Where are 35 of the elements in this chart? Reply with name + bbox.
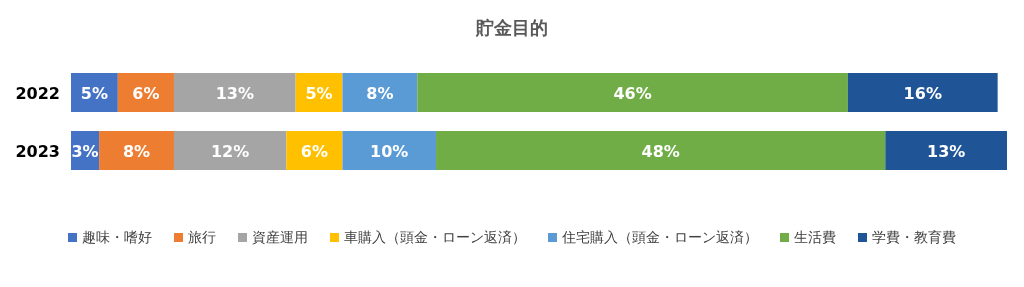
bar — [99, 131, 174, 170]
bar — [173, 131, 287, 170]
data-label: 16% — [903, 83, 942, 103]
bar — [847, 73, 998, 112]
bar — [885, 131, 1007, 170]
data-label: 6% — [132, 83, 160, 103]
chart-title: 貯金目的 — [475, 17, 548, 38]
bar — [417, 73, 848, 112]
bar — [436, 131, 886, 170]
data-label: 5% — [305, 83, 333, 103]
legend-label: 車購入（頭金・ローン返済） — [344, 229, 526, 245]
data-label: 5% — [80, 83, 108, 103]
data-label: 46% — [613, 83, 652, 103]
legend-label: 住宅購入（頭金・ローン返済） — [561, 229, 758, 245]
bar — [286, 131, 343, 170]
bar — [117, 73, 174, 112]
data-label: 8% — [122, 141, 151, 161]
legend-label: 趣味・嗜好 — [82, 229, 152, 245]
bar — [342, 131, 437, 170]
y-tick-label: 2022 — [15, 83, 60, 103]
bar — [342, 73, 418, 112]
data-label: 13% — [927, 141, 966, 161]
data-label: 3% — [71, 141, 99, 161]
data-label: 8% — [366, 83, 394, 103]
y-tick-label: 2023 — [15, 141, 60, 161]
data-label: 6% — [300, 141, 328, 161]
legend-label: 資産運用 — [252, 229, 308, 245]
data-label: 13% — [215, 83, 254, 103]
data-label: 48% — [641, 141, 680, 161]
data-label: 10% — [370, 141, 409, 161]
legend-label: 旅行 — [188, 229, 216, 245]
legend-label: 学費・教育費 — [872, 229, 956, 245]
data-label: 12% — [210, 141, 250, 161]
bar — [173, 73, 296, 112]
legend-label: 生活費 — [794, 229, 836, 245]
